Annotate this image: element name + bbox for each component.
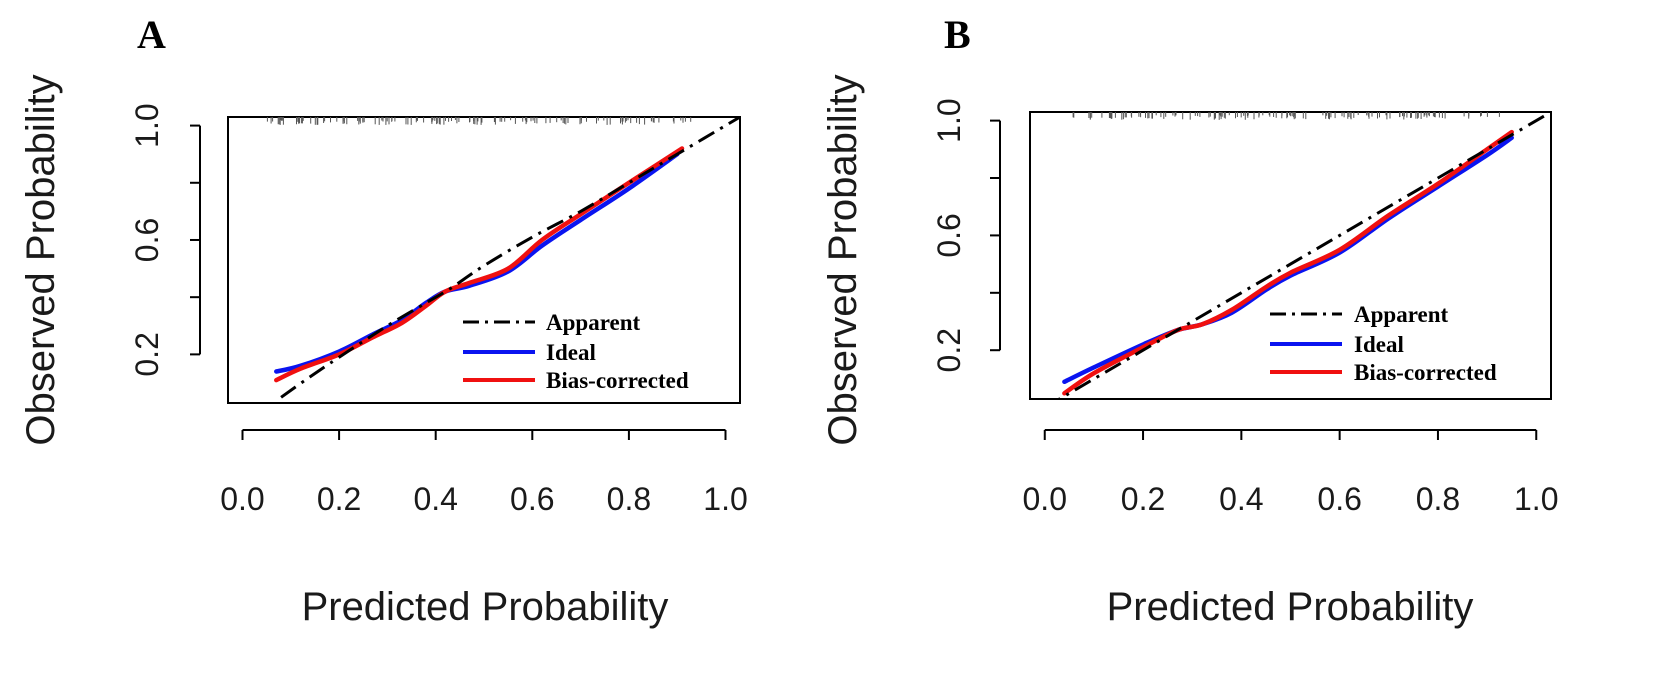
panel-b-x-tick-label: 0.6 [1317, 481, 1361, 517]
panel-b-series-ideal [1062, 135, 1514, 385]
panel-b-y-axis-title: Observed Probability [821, 74, 865, 445]
panel-a: A Observed Probability Predicted Probabi… [19, 12, 748, 629]
panel-a-y-axis: 0.2 0.6 1.0 [129, 103, 201, 377]
panel-a-y-tick-label: 0.2 [129, 332, 165, 376]
panel-a-x-tick-label: 1.0 [703, 481, 747, 517]
panel-b-x-axis: 0.0 0.2 0.4 0.6 0.8 1.0 [1023, 429, 1558, 517]
panel-a-x-axis-title: Predicted Probability [302, 585, 669, 629]
panel-b-series [1056, 112, 1551, 399]
panel-a-x-tick-label: 0.2 [317, 481, 361, 517]
panel-a-series-apparent [280, 117, 740, 399]
panel-b-series-apparent [1056, 112, 1551, 399]
panel-a-x-tick-label: 0.6 [510, 481, 554, 517]
panel-b: B Observed Probability Predicted Probabi… [821, 12, 1558, 629]
legend-apparent-label: Apparent [546, 310, 640, 335]
panel-a-y-axis-title: Observed Probability [19, 74, 63, 445]
panel-a-label: A [137, 12, 166, 57]
panel-a-x-tick-label: 0.8 [607, 481, 651, 517]
legend-ideal-label: Ideal [1354, 332, 1404, 357]
legend-bias-corrected-label: Bias-corrected [1354, 360, 1497, 385]
panel-b-x-tick-label: 0.0 [1023, 481, 1067, 517]
panel-b-x-tick-label: 0.4 [1219, 481, 1263, 517]
panel-a-legend: Apparent Ideal Bias-corrected [463, 310, 689, 393]
panel-a-series [274, 117, 740, 399]
panel-a-series-bias-corrected [274, 146, 685, 383]
panel-a-y-tick-label: 1.0 [129, 103, 165, 147]
panel-b-y-tick-label: 0.2 [931, 328, 967, 372]
panel-b-y-tick-label: 1.0 [931, 98, 967, 142]
panel-a-y-tick-label: 0.6 [129, 218, 165, 262]
legend-ideal-label: Ideal [546, 340, 596, 365]
legend-bias-corrected-label: Bias-corrected [546, 368, 689, 393]
panel-b-legend: Apparent Ideal Bias-corrected [1270, 302, 1497, 385]
panel-a-x-tick-label: 0.4 [413, 481, 457, 517]
panel-a-x-tick-label: 0.0 [220, 481, 264, 517]
panel-b-y-axis: 0.2 0.6 1.0 [931, 98, 1001, 372]
panel-b-series-bias-corrected [1062, 129, 1514, 396]
panel-b-x-tick-label: 1.0 [1514, 481, 1558, 517]
panel-a-series-ideal [274, 151, 680, 374]
panel-b-plot-frame [1029, 111, 1552, 400]
legend-apparent-label: Apparent [1354, 302, 1448, 327]
panel-a-plot-frame [227, 116, 741, 404]
panel-b-x-tick-label: 0.2 [1121, 481, 1165, 517]
panel-a-rug [266, 117, 692, 125]
panel-b-x-axis-title: Predicted Probability [1107, 585, 1474, 629]
panel-a-x-axis: 0.0 0.2 0.4 0.6 0.8 1.0 [220, 429, 748, 517]
panel-b-label: B [944, 12, 971, 57]
panel-b-y-tick-label: 0.6 [931, 213, 967, 257]
panel-b-x-tick-label: 0.8 [1416, 481, 1460, 517]
panel-b-rug [1072, 112, 1500, 120]
